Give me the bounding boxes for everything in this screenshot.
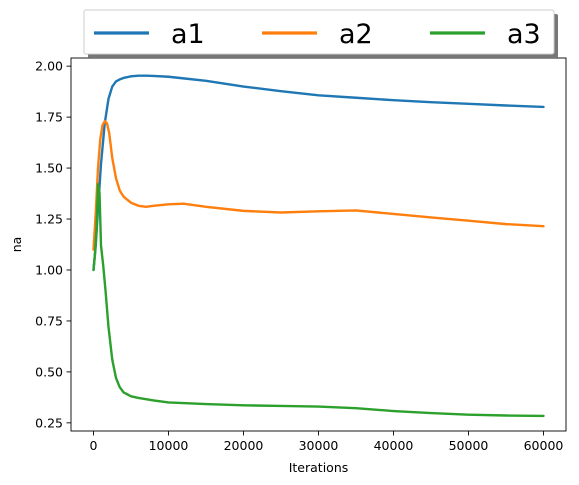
- x-tick-label: 40000: [374, 438, 414, 453]
- series-layer: [92, 74, 545, 418]
- y-tick-label: 1.50: [35, 161, 63, 176]
- x-axis-title: Iterations: [289, 460, 349, 475]
- x-tick-label: 0: [90, 438, 98, 453]
- y-tick-label: 0.25: [35, 415, 63, 430]
- legend-box: [83, 9, 555, 55]
- series-line-a2: [92, 119, 545, 251]
- series-line-a1: [92, 74, 545, 272]
- y-axis-title: na: [9, 237, 24, 253]
- series-line-a3: [92, 183, 545, 418]
- y-tick-label: 2.00: [35, 59, 63, 74]
- legend-label-a2: a2: [339, 19, 373, 50]
- x-axis: 0 10000 20000 30000 40000 50000 60000: [90, 431, 564, 453]
- x-tick-label: 20000: [224, 438, 264, 453]
- plot-border: [70, 57, 567, 432]
- y-axis: 0.25 0.50 0.75 1.00 1.25 1.50 1.75 2.00: [35, 59, 71, 430]
- y-tick-label: 1.25: [35, 212, 63, 227]
- x-tick-label: 30000: [299, 438, 339, 453]
- plot-frame: [70, 57, 567, 432]
- y-tick-label: 1.00: [35, 262, 63, 277]
- legend-label-a3: a3: [507, 19, 541, 50]
- x-tick-label: 10000: [149, 438, 189, 453]
- y-tick-label: 0.50: [35, 364, 63, 379]
- y-tick-label: 1.75: [35, 110, 63, 125]
- y-tick-label: 0.75: [35, 313, 63, 328]
- x-tick-label: 60000: [524, 438, 564, 453]
- x-tick-label: 50000: [449, 438, 489, 453]
- legend: a1 a2 a3: [83, 9, 558, 58]
- legend-label-a1: a1: [171, 19, 205, 50]
